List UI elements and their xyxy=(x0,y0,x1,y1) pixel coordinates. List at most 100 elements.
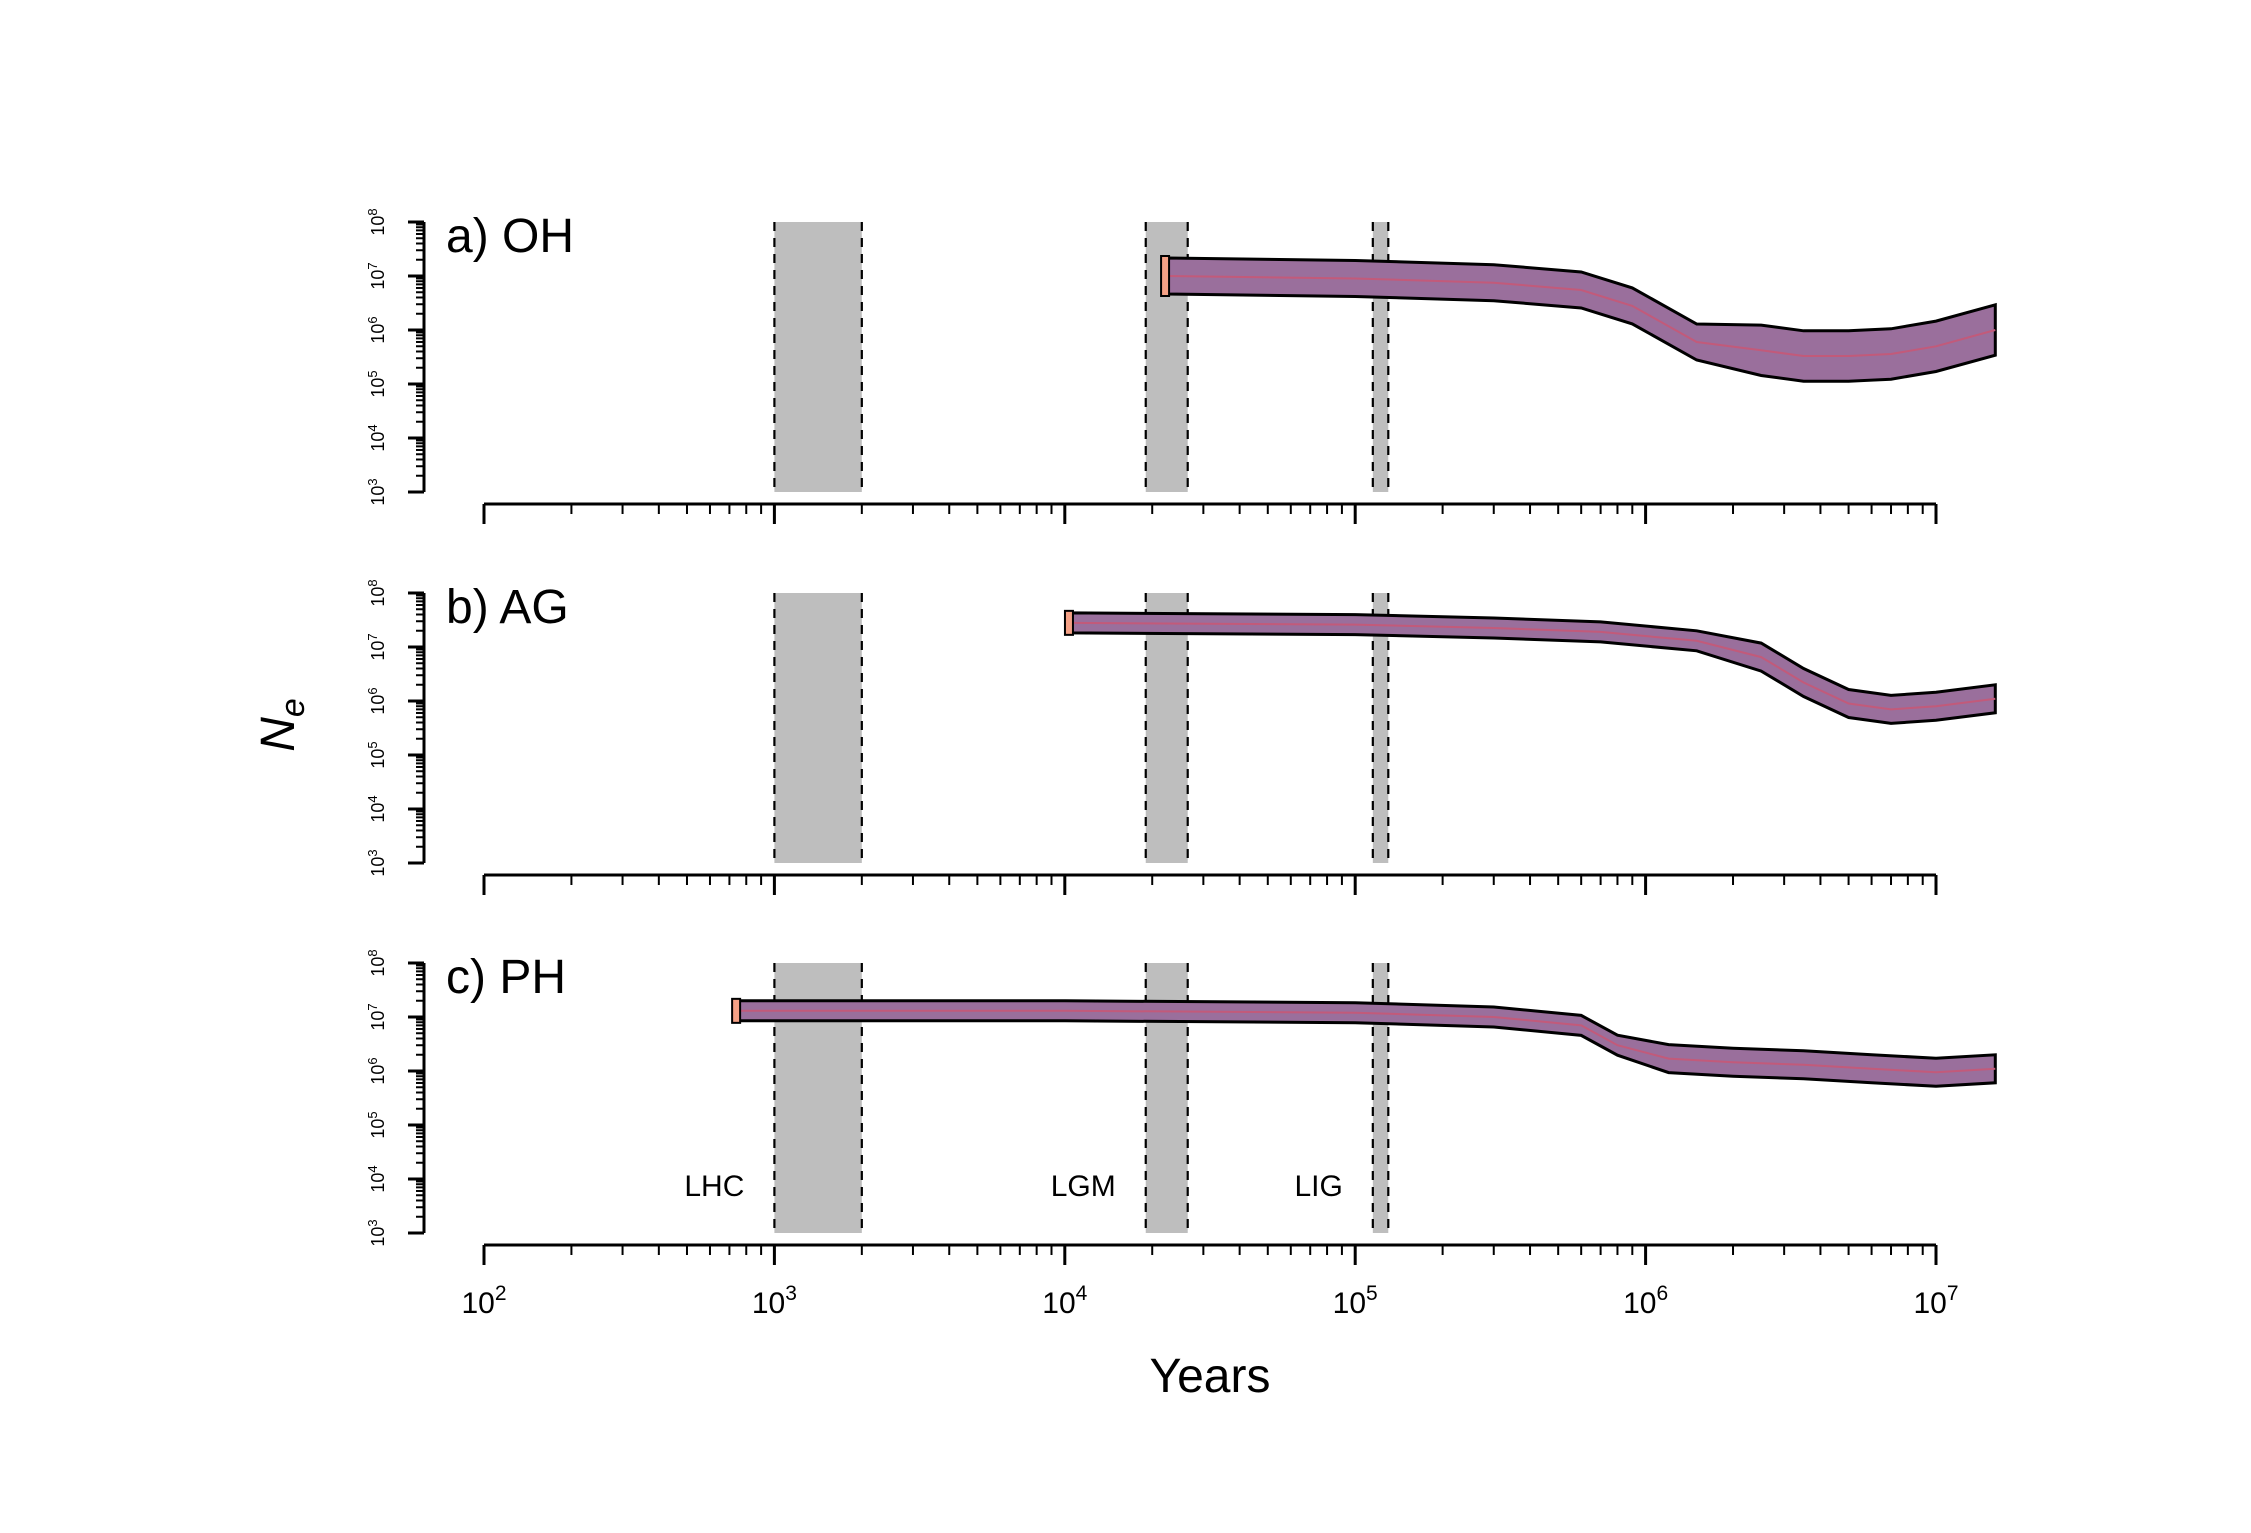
y-tick-label: 104 xyxy=(365,1165,388,1192)
period-band-lig xyxy=(1372,963,1389,1233)
period-label-lhc: LHC xyxy=(684,1170,744,1203)
x-tick-label-exp: 5 xyxy=(1366,1282,1378,1305)
y-tick-label-exp: 6 xyxy=(365,687,380,694)
y-tick-label-exp: 4 xyxy=(365,424,380,431)
y-tick-label: 105 xyxy=(365,370,388,397)
x-tick-label-base: 10 xyxy=(752,1287,785,1320)
y-tick-label-base: 10 xyxy=(368,216,388,236)
y-tick-label-exp: 7 xyxy=(365,1003,380,1010)
y-tick-label-base: 10 xyxy=(368,486,388,506)
x-tick-label-exp: 7 xyxy=(1947,1282,1959,1305)
panel-label-1: a) OH xyxy=(446,210,574,263)
ne-start-cap xyxy=(731,997,742,1024)
period-band-lhc xyxy=(774,593,862,863)
y-tick-label-exp: 3 xyxy=(365,849,380,856)
y-axis-title-sub: e xyxy=(274,698,312,717)
y-tick-label-exp: 4 xyxy=(365,795,380,802)
y-tick-label-base: 10 xyxy=(368,1119,388,1139)
x-tick-label: 107 xyxy=(1913,1282,1958,1320)
x-tick-label-base: 10 xyxy=(461,1287,494,1320)
x-axis-panel-3: 102 103 104 105 106 107 xyxy=(461,1243,1959,1320)
period-label-lig: LIG xyxy=(1294,1170,1342,1203)
y-tick-label-base: 10 xyxy=(368,641,388,661)
y-tick-label-exp: 8 xyxy=(365,208,380,215)
y-tick-label: 107 xyxy=(365,262,388,289)
x-tick-label-base: 10 xyxy=(1623,1287,1656,1320)
y-tick-label: 107 xyxy=(365,633,388,660)
y-tick-label: 106 xyxy=(365,316,388,343)
y-tick-label: 107 xyxy=(365,1003,388,1030)
y-tick-label-base: 10 xyxy=(368,857,388,877)
x-tick-label-exp: 4 xyxy=(1076,1282,1088,1305)
period-band-lgm xyxy=(1145,593,1188,863)
y-tick-label: 108 xyxy=(365,949,388,976)
y-tick-label-base: 10 xyxy=(368,1173,388,1193)
y-axis-title-main: N xyxy=(252,717,305,752)
panel-label-3: c) PH xyxy=(446,951,566,1004)
y-tick-label: 104 xyxy=(365,795,388,822)
y-tick-label: 103 xyxy=(365,849,388,876)
y-tick-label-exp: 6 xyxy=(365,1057,380,1064)
panel-label-2: b) AG xyxy=(446,581,569,634)
y-tick-label-exp: 8 xyxy=(365,579,380,586)
x-tick-label-exp: 3 xyxy=(785,1282,797,1305)
y-tick-label-exp: 3 xyxy=(365,478,380,485)
x-axis-title: Years xyxy=(1150,1350,1271,1403)
y-tick-label-exp: 5 xyxy=(365,1111,380,1118)
x-axis-panel-2 xyxy=(482,873,1938,895)
x-tick-label-exp: 2 xyxy=(495,1282,507,1305)
ne-median-line xyxy=(1070,621,1996,711)
y-tick-label-exp: 8 xyxy=(365,949,380,956)
y-tick-label-base: 10 xyxy=(368,324,388,344)
x-axis-panel-1 xyxy=(482,502,1938,524)
y-tick-label-base: 10 xyxy=(368,587,388,607)
y-tick-label-base: 10 xyxy=(368,803,388,823)
x-tick-label: 104 xyxy=(1042,1282,1087,1320)
y-tick-label-base: 10 xyxy=(368,270,388,290)
y-tick-label-exp: 5 xyxy=(365,370,380,377)
x-tick-label-base: 10 xyxy=(1913,1287,1946,1320)
y-tick-label-exp: 4 xyxy=(365,1165,380,1172)
y-tick-label-base: 10 xyxy=(368,695,388,715)
y-tick-label-exp: 7 xyxy=(365,633,380,640)
ne-median-line xyxy=(738,1009,1996,1074)
x-tick-label: 103 xyxy=(752,1282,797,1320)
period-label-lgm: LGM xyxy=(1051,1170,1116,1203)
ne-band xyxy=(736,999,1997,1088)
y-tick-label-base: 10 xyxy=(368,432,388,452)
y-tick-label-base: 10 xyxy=(368,957,388,977)
y-tick-label: 104 xyxy=(365,424,388,451)
x-tick-label-base: 10 xyxy=(1333,1287,1366,1320)
x-tick-label-exp: 6 xyxy=(1656,1282,1668,1305)
y-tick-label-base: 10 xyxy=(368,749,388,769)
y-tick-label: 103 xyxy=(365,478,388,505)
y-tick-label-base: 10 xyxy=(368,1065,388,1085)
period-band-lig xyxy=(1372,593,1389,863)
y-tick-label: 106 xyxy=(365,1057,388,1084)
x-tick-label: 106 xyxy=(1623,1282,1668,1320)
y-tick-label-exp: 7 xyxy=(365,262,380,269)
ne-band xyxy=(1165,256,1997,383)
ne-start-cap xyxy=(1160,255,1171,297)
y-tick-label: 108 xyxy=(365,579,388,606)
y-tick-label: 108 xyxy=(365,208,388,235)
x-tick-label: 102 xyxy=(461,1282,506,1320)
y-tick-label: 103 xyxy=(365,1219,388,1246)
x-tick-label-base: 10 xyxy=(1042,1287,1075,1320)
ne-start-cap xyxy=(1063,609,1074,636)
y-tick-label: 106 xyxy=(365,687,388,714)
y-axis-title: Ne xyxy=(252,698,312,752)
x-tick-label: 105 xyxy=(1333,1282,1378,1320)
y-tick-label-base: 10 xyxy=(368,378,388,398)
y-tick-label-exp: 5 xyxy=(365,741,380,748)
y-tick-label-base: 10 xyxy=(368,1011,388,1031)
ne-median-line xyxy=(1167,275,1996,357)
y-tick-label-exp: 3 xyxy=(365,1219,380,1226)
